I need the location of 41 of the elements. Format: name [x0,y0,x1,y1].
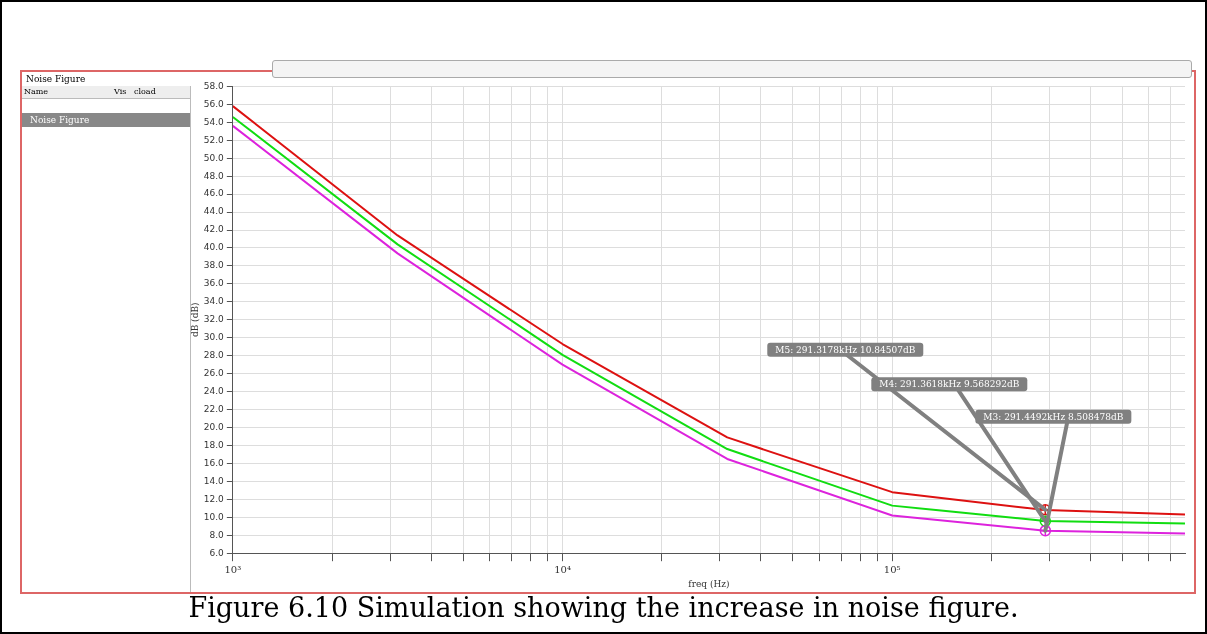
y-axis-title: dB (dB) [189,302,200,338]
y-tick-label: 40.0 [203,242,225,253]
annotation: M5: 291.3178kHz 10.84507dB [775,344,916,355]
x-tick-label: 10⁴ [554,563,571,575]
y-tick-label: 54.0 [203,116,225,127]
y-tick-label: 14.0 [203,475,225,486]
y-tick-label: 46.0 [203,188,225,199]
y-tick-label: 36.0 [203,278,225,289]
y-tick-label: 56.0 [203,98,225,109]
y-tick-label: 22.0 [203,403,225,414]
y-tick-label: 8.0 [209,529,225,540]
text: Noise Figure [30,115,90,125]
x-tick-label: 10⁵ [883,563,901,575]
x-axis-title: freq (Hz) [688,578,730,589]
y-tick-label: 18.0 [203,439,225,450]
text: cload [134,87,156,96]
y-tick-label: 34.0 [203,296,225,307]
annotation: M4: 291.3618kHz 9.568292dB [879,379,1020,390]
y-tick-label: 50.0 [203,152,225,163]
y-tick-label: 52.0 [203,134,225,145]
y-tick-label: 26.0 [203,368,225,379]
x-tick-label: 10³ [224,563,242,575]
text: Noise Figure [26,74,86,84]
y-tick-label: 30.0 [203,332,225,343]
y-tick-label: 10.0 [203,511,225,522]
text: Name [24,87,49,96]
y-tick-label: 6.0 [209,547,225,558]
y-tick-label: 28.0 [203,350,225,361]
y-tick-label: 42.0 [203,224,225,235]
y-tick-label: 24.0 [203,385,225,396]
annotation: M3: 291.4492kHz 8.508478dB [983,411,1124,422]
y-tick-label: 20.0 [203,421,225,432]
y-tick-label: 32.0 [203,314,225,325]
caption: Figure 6.10 Simulation showing the increase in noise figure. [187,592,1020,623]
text: Vis [114,87,127,96]
y-tick-label: 58.0 [203,80,225,91]
y-tick-label: 44.0 [203,206,225,217]
y-tick-label: 16.0 [203,457,225,468]
y-tick-label: 38.0 [203,260,225,271]
y-tick-label: 12.0 [203,493,225,504]
y-tick-label: 48.0 [203,170,225,181]
